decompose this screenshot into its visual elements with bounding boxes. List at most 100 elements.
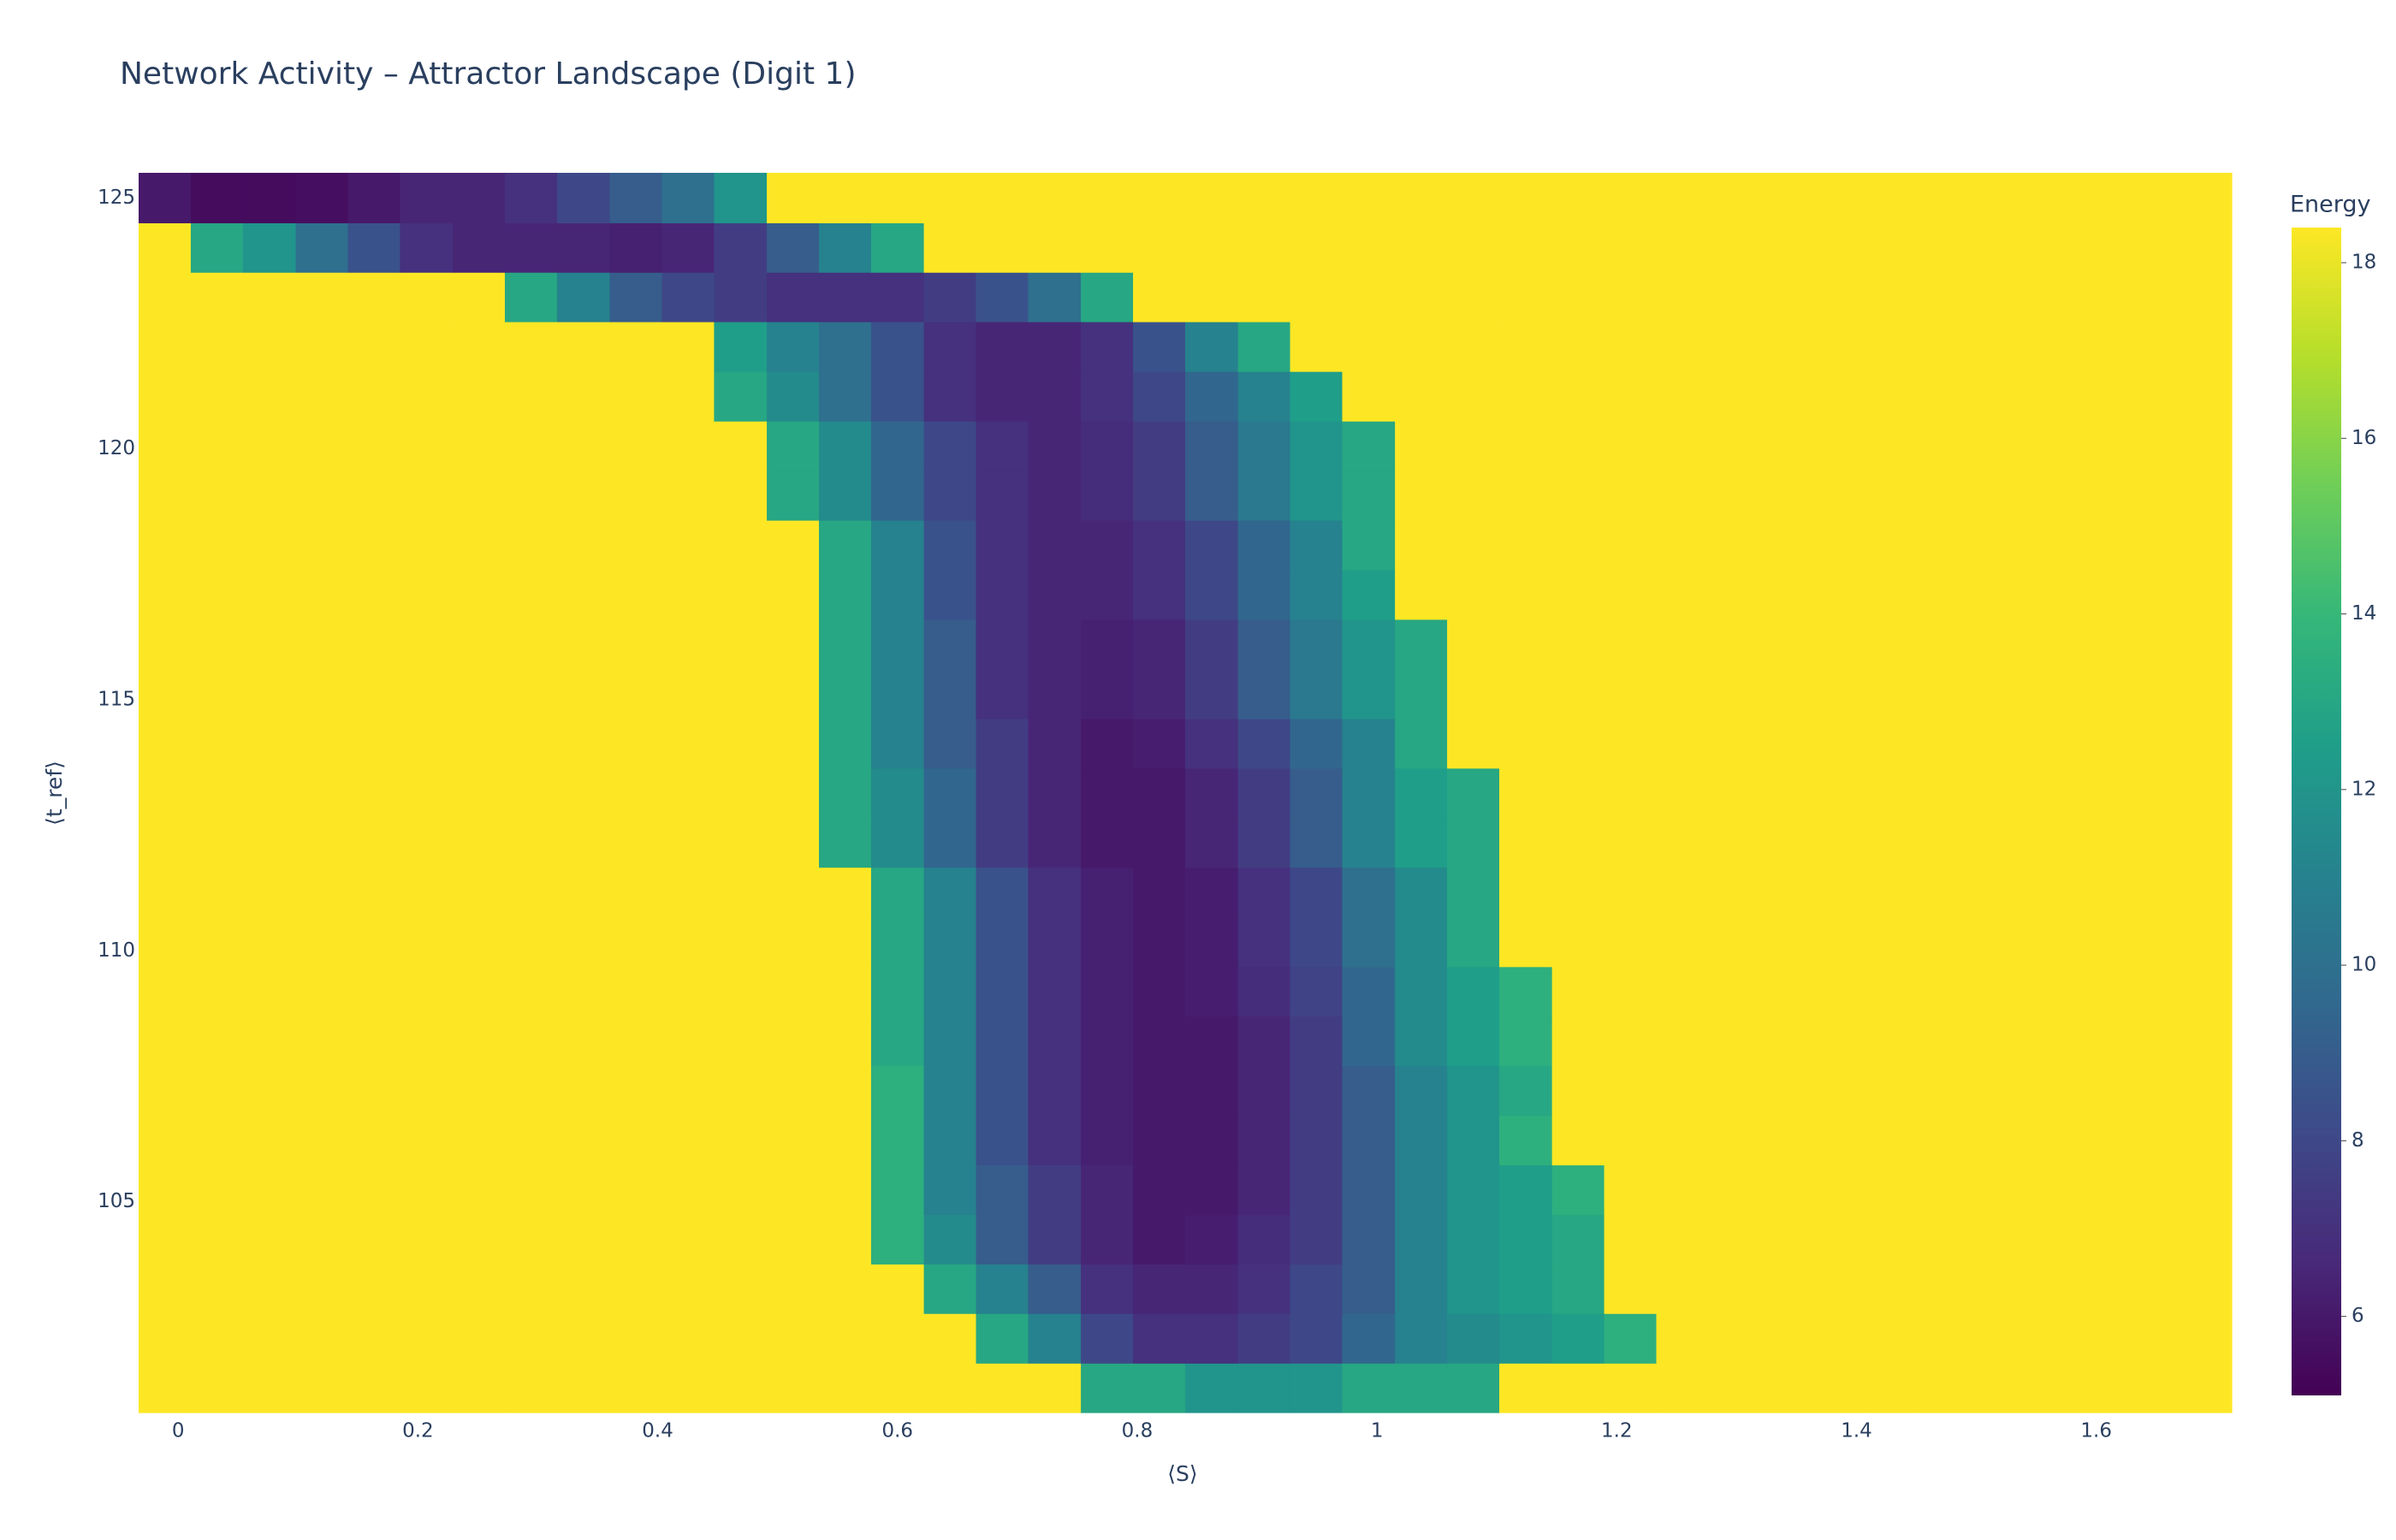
heatmap-cell bbox=[1395, 519, 1448, 571]
heatmap-cell bbox=[190, 1264, 244, 1314]
heatmap-cell bbox=[1813, 173, 1867, 223]
heatmap-cell bbox=[190, 1164, 244, 1216]
heatmap-cell bbox=[1551, 619, 1605, 670]
heatmap-cell bbox=[1028, 619, 1082, 670]
heatmap-cell bbox=[2180, 817, 2233, 868]
heatmap-cell bbox=[1133, 966, 1186, 1017]
heatmap-cell bbox=[400, 1214, 454, 1265]
heatmap-cell bbox=[1761, 867, 1814, 918]
heatmap-cell bbox=[556, 1214, 611, 1265]
heatmap-cell bbox=[1290, 1016, 1343, 1066]
heatmap-cell bbox=[347, 668, 400, 720]
heatmap-cell bbox=[767, 767, 820, 819]
heatmap-cell bbox=[2127, 222, 2181, 273]
heatmap-cell bbox=[1813, 471, 1867, 521]
heatmap-cell bbox=[453, 1214, 506, 1265]
heatmap-cell bbox=[1447, 718, 1500, 769]
heatmap-cell bbox=[1185, 619, 1239, 670]
heatmap-cell bbox=[976, 471, 1029, 521]
heatmap-cell bbox=[2075, 1264, 2128, 1314]
heatmap-cell bbox=[2075, 1363, 2128, 1413]
heatmap-cell bbox=[1081, 1164, 1134, 1216]
heatmap-cell bbox=[453, 668, 506, 720]
heatmap-cell bbox=[1447, 1264, 1500, 1314]
heatmap-cell bbox=[1342, 173, 1396, 223]
heatmap-cell bbox=[347, 519, 400, 571]
heatmap-cell bbox=[295, 1214, 349, 1265]
heatmap-cell bbox=[453, 471, 506, 521]
heatmap-cell bbox=[190, 1065, 244, 1116]
heatmap-cell bbox=[1185, 817, 1239, 868]
heatmap-cell bbox=[1918, 668, 1972, 720]
heatmap-cell bbox=[1028, 471, 1082, 521]
heatmap-cell bbox=[1499, 471, 1553, 521]
heatmap-cell bbox=[870, 421, 925, 471]
heatmap-cell bbox=[347, 916, 400, 968]
heatmap-cell bbox=[2180, 1016, 2233, 1066]
heatmap-cell bbox=[1865, 1065, 1919, 1116]
heatmap-cell bbox=[400, 519, 454, 571]
x-tick-label: 0 bbox=[172, 1420, 185, 1442]
heatmap-cell bbox=[295, 668, 349, 720]
y-tick-label: 120 bbox=[98, 437, 135, 459]
heatmap-cell bbox=[2180, 966, 2233, 1017]
heatmap-cell bbox=[1551, 1016, 1605, 1066]
heatmap-cell bbox=[1656, 867, 1710, 918]
heatmap-cell bbox=[347, 569, 400, 620]
heatmap-cell bbox=[556, 471, 611, 521]
heatmap-cell bbox=[819, 1065, 872, 1116]
heatmap-cell bbox=[139, 1264, 192, 1314]
heatmap-cell bbox=[400, 1264, 454, 1314]
heatmap-cell bbox=[1604, 371, 1658, 422]
heatmap-cell bbox=[1185, 173, 1239, 223]
heatmap-cell bbox=[139, 222, 192, 273]
heatmap-cell bbox=[1499, 1115, 1553, 1166]
heatmap-cell bbox=[661, 421, 715, 471]
heatmap-cell bbox=[190, 668, 244, 720]
heatmap-cell bbox=[556, 421, 611, 471]
heatmap-cell bbox=[1604, 1363, 1658, 1413]
heatmap-cell bbox=[1918, 471, 1972, 521]
heatmap-cell bbox=[1918, 272, 1972, 323]
heatmap-cell bbox=[1185, 1313, 1239, 1364]
heatmap-cell bbox=[1761, 272, 1814, 323]
heatmap-cell bbox=[139, 1065, 192, 1116]
heatmap-cell bbox=[609, 1313, 663, 1364]
heatmap-cell bbox=[2180, 471, 2233, 521]
heatmap-cell bbox=[1970, 1264, 2024, 1314]
heatmap-cell bbox=[504, 471, 558, 521]
heatmap-cell bbox=[1290, 916, 1343, 968]
heatmap-cell bbox=[242, 272, 297, 323]
heatmap-cell bbox=[2075, 1214, 2128, 1265]
heatmap-cell bbox=[347, 272, 400, 323]
heatmap-cell bbox=[1604, 916, 1658, 968]
heatmap-cell bbox=[2180, 222, 2233, 273]
heatmap-cell bbox=[1918, 371, 1972, 422]
heatmap-cell bbox=[1970, 222, 2024, 273]
heatmap-cell bbox=[1656, 668, 1710, 720]
heatmap-cell bbox=[190, 519, 244, 571]
heatmap-cell bbox=[767, 817, 820, 868]
heatmap-cell bbox=[1761, 817, 1814, 868]
heatmap-cell bbox=[190, 966, 244, 1017]
heatmap-cell bbox=[1813, 718, 1867, 769]
heatmap-cell bbox=[1865, 619, 1919, 670]
heatmap-cell bbox=[1342, 272, 1396, 323]
heatmap-cell bbox=[1290, 1264, 1343, 1314]
heatmap-cell bbox=[661, 718, 715, 769]
heatmap-cell bbox=[1918, 619, 1972, 670]
heatmap-cell bbox=[1761, 321, 1814, 372]
heatmap-cell bbox=[1499, 1164, 1553, 1216]
heatmap-cell bbox=[190, 222, 244, 273]
heatmap-cell bbox=[819, 321, 872, 372]
heatmap-cell bbox=[504, 1016, 558, 1066]
heatmap-cell bbox=[1237, 619, 1291, 670]
x-tick-label: 1.4 bbox=[1841, 1420, 1872, 1442]
heatmap-cell bbox=[2075, 916, 2128, 968]
heatmap-cell bbox=[2023, 767, 2076, 819]
heatmap-cell bbox=[609, 321, 663, 372]
heatmap-cell bbox=[1918, 1164, 1972, 1216]
heatmap-cell bbox=[1290, 668, 1343, 720]
heatmap-cell bbox=[1081, 966, 1134, 1017]
x-tick-label: 0.8 bbox=[1122, 1420, 1154, 1442]
